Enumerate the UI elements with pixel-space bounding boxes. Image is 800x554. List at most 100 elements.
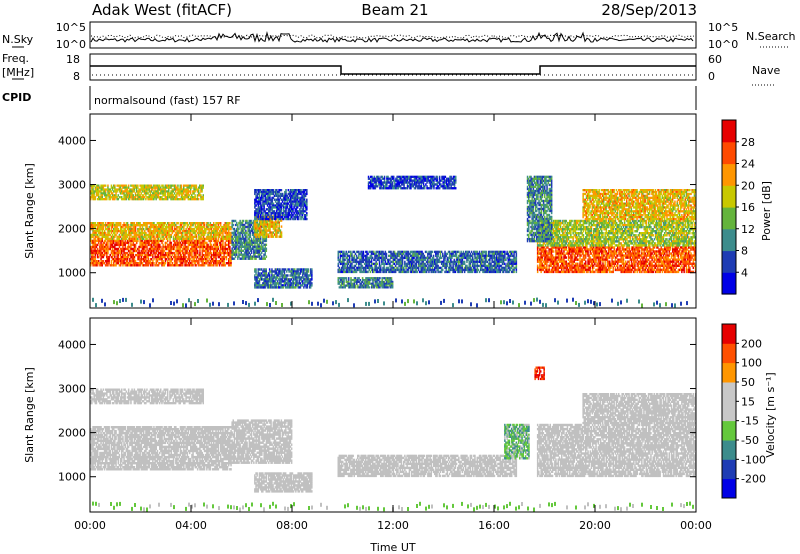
echo-cell — [177, 255, 179, 259]
echo-cell — [240, 241, 242, 244]
echo-cell — [101, 188, 103, 191]
echo-cell — [251, 227, 254, 231]
echo-cell — [295, 286, 297, 289]
echo-cell — [255, 270, 257, 273]
echo-cell — [98, 186, 100, 189]
echo-cell — [288, 280, 290, 283]
echo-cell — [237, 255, 239, 258]
echo-cell — [370, 256, 373, 260]
echo-cell — [187, 262, 190, 265]
echo-cell — [168, 222, 170, 225]
echo-cell — [249, 221, 252, 225]
echo-cell — [186, 222, 189, 225]
echo-cell — [259, 284, 262, 287]
cpid-label: CPID — [2, 91, 31, 104]
echo-cell — [238, 247, 240, 250]
echo-cell — [299, 196, 301, 199]
echo-cell — [161, 260, 163, 263]
echo-cell — [293, 204, 295, 207]
echo-cell — [140, 186, 142, 189]
echo-cell — [188, 233, 191, 237]
echo-cell — [187, 231, 190, 235]
echo-cell — [126, 239, 129, 243]
echo-cell — [150, 253, 153, 257]
echo-cell — [187, 192, 190, 195]
echo-cell — [157, 243, 160, 247]
echo-cell — [259, 202, 262, 205]
echo-cell — [110, 225, 113, 229]
echo-cell — [251, 257, 254, 260]
echo-cell — [263, 278, 265, 281]
echo-cell — [254, 204, 256, 207]
echo-cell — [289, 216, 292, 219]
echo-cell — [134, 247, 137, 251]
echo-cell — [254, 227, 256, 230]
echo-cell — [221, 264, 223, 267]
echo-cell — [263, 229, 265, 232]
echo-cell — [110, 190, 113, 193]
echo-cell — [166, 192, 169, 195]
echo-cell — [354, 260, 357, 264]
echo-cell — [100, 247, 102, 251]
echo-cell — [265, 192, 268, 196]
echo-cell — [270, 270, 272, 273]
echo-cell — [264, 251, 266, 254]
echo-cell — [115, 239, 117, 243]
echo-cell — [155, 243, 157, 247]
echo-cell — [136, 264, 138, 267]
echo-cell — [176, 247, 178, 251]
echo-cell — [130, 231, 132, 235]
echo-cell — [249, 243, 252, 246]
echo-cell — [295, 200, 298, 203]
echo-cell — [169, 235, 171, 239]
echo-cell — [203, 239, 206, 243]
echo-cell — [139, 243, 141, 247]
echo-cell — [261, 284, 263, 287]
echo-cell — [202, 222, 205, 225]
echo-cell — [264, 268, 266, 271]
echo-cell — [110, 222, 113, 225]
echo-cell — [117, 251, 120, 255]
echo-cell — [225, 225, 228, 229]
echo-cell — [182, 264, 184, 267]
echo-cell — [225, 222, 228, 225]
echo-cell — [306, 204, 308, 207]
echo-cell — [241, 237, 244, 241]
echo-cell — [154, 190, 156, 193]
echo-cell — [190, 229, 192, 233]
echo-cell — [343, 266, 345, 270]
echo-cell — [303, 286, 305, 289]
echo-cell — [99, 249, 101, 253]
echo-cell — [190, 251, 192, 255]
echo-cell — [192, 231, 194, 235]
echo-cell — [194, 247, 197, 251]
echo-cell — [308, 286, 311, 289]
echo-cell — [149, 253, 152, 257]
echo-cell — [343, 254, 345, 258]
echo-cell — [210, 229, 213, 233]
echo-cell — [296, 196, 299, 199]
echo-cell — [157, 237, 160, 241]
echo-cell — [183, 235, 185, 239]
echo-cell — [293, 189, 295, 192]
echo-cell — [187, 190, 190, 193]
echo-cell — [92, 224, 94, 227]
echo-cell — [174, 186, 177, 189]
echo-cell — [136, 253, 138, 257]
echo-cell — [122, 243, 124, 247]
echo-cell — [304, 282, 306, 285]
echo-cell — [165, 253, 168, 257]
echo-cell — [270, 217, 272, 220]
echo-cell — [114, 245, 116, 249]
echo-cell — [216, 249, 218, 253]
echo-cell — [269, 206, 271, 209]
echo-cell — [100, 260, 102, 263]
echo-cell — [297, 274, 299, 277]
echo-cell — [254, 241, 256, 244]
echo-cell — [261, 217, 263, 221]
echo-cell — [188, 251, 191, 255]
echo-cell — [148, 229, 151, 233]
echo-cell — [353, 250, 355, 254]
echo-cell — [256, 225, 258, 228]
echo-cell — [280, 286, 282, 289]
